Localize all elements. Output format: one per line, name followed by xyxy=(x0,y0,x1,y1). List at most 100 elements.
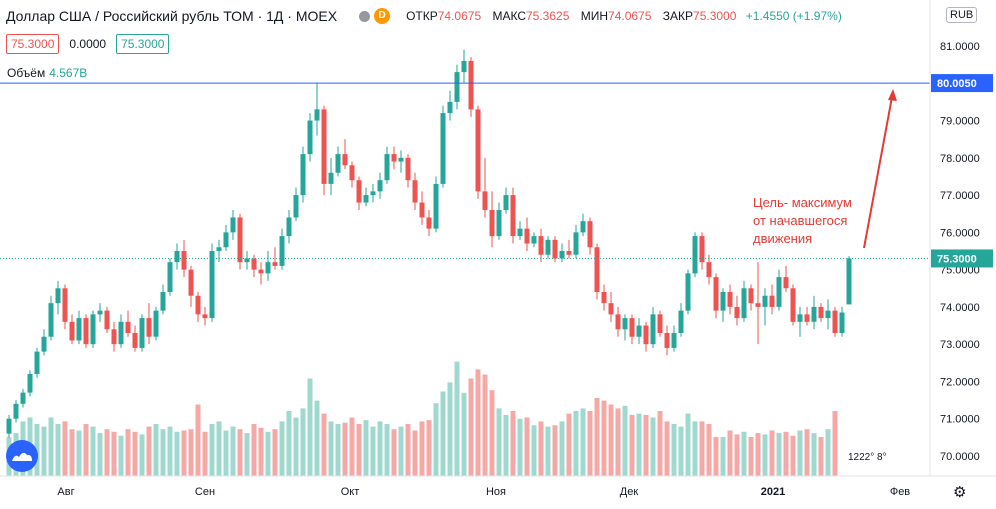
sell-price-box[interactable]: 75.3000 xyxy=(6,34,60,54)
candle xyxy=(678,303,684,337)
price-tick-label: 74.0000 xyxy=(940,302,980,314)
candle xyxy=(167,258,173,296)
candle xyxy=(433,176,439,233)
candle xyxy=(384,146,390,184)
volume-bar xyxy=(83,424,89,476)
candle-body xyxy=(552,239,558,259)
candle xyxy=(300,146,306,203)
volume-bar xyxy=(538,421,544,476)
currency-button[interactable]: RUB xyxy=(946,7,978,23)
volume-bar xyxy=(678,426,684,476)
volume-bar xyxy=(76,430,82,476)
candle-body xyxy=(678,310,684,333)
candle-body xyxy=(363,195,369,203)
last-price-label: 75.3000 xyxy=(937,253,977,265)
candle-body xyxy=(258,269,264,274)
volume-bar xyxy=(734,434,740,476)
candle-body xyxy=(195,295,201,315)
candle-body xyxy=(209,251,215,319)
low-label: МИН xyxy=(580,9,609,23)
price-tick-label: 81.0000 xyxy=(940,41,980,53)
settings-gear-icon[interactable]: ⚙ xyxy=(953,484,967,501)
candle-body xyxy=(629,318,635,337)
candle-body xyxy=(804,314,810,322)
price-axis-labels: 80.0050 75.3000 xyxy=(931,74,993,268)
candle-body xyxy=(377,180,383,192)
candle xyxy=(769,284,775,315)
candle-body xyxy=(461,60,467,73)
candle-body xyxy=(76,318,82,341)
candle xyxy=(692,232,698,278)
candle-body xyxy=(790,288,796,322)
candle-body xyxy=(524,228,530,244)
target-arrow[interactable] xyxy=(863,89,897,249)
candle xyxy=(132,325,138,352)
delayed-data-badge[interactable]: D xyxy=(374,8,391,24)
candle xyxy=(783,265,789,292)
candle xyxy=(755,262,761,345)
price-tick-label: 78.0000 xyxy=(940,153,980,165)
volume-bar xyxy=(139,434,145,476)
candle-body xyxy=(6,418,12,434)
candle-body xyxy=(27,374,33,393)
volume-bar xyxy=(342,422,348,476)
candle-body xyxy=(489,210,495,237)
candle-body xyxy=(468,60,474,110)
candle xyxy=(363,187,369,207)
candle-body xyxy=(475,109,481,192)
volume-bar xyxy=(237,429,243,476)
volume-bar xyxy=(475,369,481,476)
price-tick-label: 71.0000 xyxy=(940,414,980,426)
volume-bar xyxy=(685,413,691,476)
volume-bar xyxy=(307,378,313,476)
volume-legend[interactable]: Объём 4.567B xyxy=(7,66,87,80)
volume-bar xyxy=(384,424,390,476)
quote-boxes: 75.3000 0.0000 75.3000 xyxy=(6,34,170,54)
candle xyxy=(524,217,530,251)
volume-label: Объём xyxy=(7,66,46,80)
candle xyxy=(174,243,180,270)
volume-bar xyxy=(720,437,726,476)
time-axis[interactable]: Авг Сен Окт Ноя Дек 2021 Фев xyxy=(57,486,910,498)
low-value: 74.0675 xyxy=(608,9,652,23)
candle-body xyxy=(314,109,320,121)
candle-body xyxy=(622,318,628,330)
candle xyxy=(265,251,271,281)
close-value: 75.3000 xyxy=(693,9,737,23)
candle-body xyxy=(741,288,747,319)
volume-bar xyxy=(405,424,411,476)
candle-body xyxy=(321,109,327,184)
volume-bar xyxy=(594,398,600,476)
candle xyxy=(34,347,40,378)
volume-bar xyxy=(713,437,719,476)
candle-body xyxy=(447,101,453,114)
volume-bar xyxy=(510,411,516,476)
volume-bar xyxy=(440,391,446,476)
candle-body xyxy=(769,295,775,307)
price-tick-label: 75.0000 xyxy=(940,265,980,277)
candle xyxy=(762,288,768,326)
volume-bar xyxy=(412,430,418,476)
volume-bar xyxy=(615,408,621,476)
tradingview-logo-icon[interactable] xyxy=(6,440,38,472)
volume-bar xyxy=(377,421,383,476)
candle xyxy=(419,191,425,225)
volume-bar xyxy=(398,426,404,476)
change-value: +1.4550 (+1.97%) xyxy=(745,9,842,23)
candle-body xyxy=(160,292,166,311)
candle-body xyxy=(657,314,663,333)
time-tick-label: Сен xyxy=(195,486,215,498)
candle-body xyxy=(55,288,61,304)
volume-bar xyxy=(90,426,96,476)
symbol-title[interactable]: Доллар США / Российский рубль ТОМ · 1Д ·… xyxy=(6,8,338,24)
candle xyxy=(272,247,278,270)
candle-body xyxy=(216,247,222,251)
last-price-label-bg xyxy=(931,249,993,268)
volume-bar xyxy=(601,400,607,476)
candle xyxy=(727,284,733,315)
buy-price-box[interactable]: 75.3000 xyxy=(116,34,170,54)
volume-bar xyxy=(636,413,642,476)
candle xyxy=(517,221,523,240)
volume-bar xyxy=(48,417,54,476)
